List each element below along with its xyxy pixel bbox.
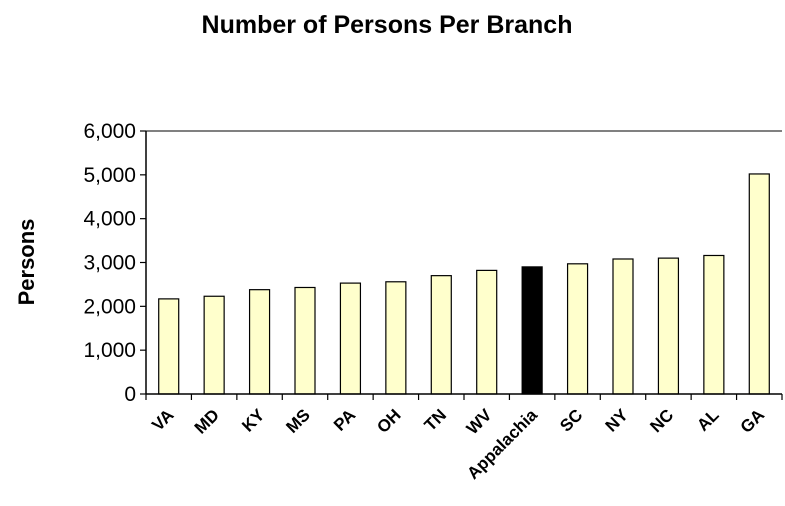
- y-tick-label: 6,000: [83, 120, 136, 143]
- bar-oh: [385, 281, 407, 395]
- bar-pa: [339, 282, 362, 395]
- x-tick-label: AL: [693, 405, 722, 434]
- y-tick-label: 0: [124, 383, 136, 406]
- plot-area: 0 1,000 2,000 3,000 4,000 5,000 6,000 VA MD KY MS P…: [83, 120, 783, 483]
- chart-title: Number of Persons Per Branch: [202, 11, 573, 39]
- y-axis-label: Persons: [14, 219, 39, 306]
- bar-ms: [294, 286, 316, 395]
- bar-wv: [476, 269, 498, 395]
- bar-tn: [430, 275, 452, 395]
- bar-ga: [748, 173, 770, 395]
- x-tick-label: KY: [238, 405, 269, 436]
- x-tick-label: TN: [421, 405, 450, 434]
- bar-nc: [657, 257, 680, 395]
- x-tick-label: OH: [373, 405, 404, 436]
- y-tick-label: 2,000: [83, 295, 136, 318]
- y-tick-label: 1,000: [83, 339, 136, 362]
- x-tick-label: SC: [556, 405, 586, 435]
- y-tick-label: 5,000: [83, 164, 136, 187]
- y-tick-label: 4,000: [83, 208, 136, 231]
- x-tick-label: PA: [330, 405, 359, 434]
- x-tick-label: MD: [191, 405, 223, 437]
- x-tick-label: GA: [737, 405, 768, 436]
- bar-sc: [566, 263, 589, 395]
- x-tick-label: MS: [282, 405, 313, 436]
- x-tick-label: WV: [463, 405, 496, 438]
- x-tick-label: NC: [646, 405, 677, 436]
- bar-md: [203, 295, 225, 395]
- x-tick-label: VA: [148, 405, 177, 434]
- bar-al: [703, 254, 725, 395]
- bar-appalachia: [521, 266, 543, 395]
- x-tick-label: NY: [602, 405, 633, 436]
- bar-ky: [248, 289, 271, 395]
- bar-ny: [612, 258, 634, 395]
- y-tick-label: 3,000: [83, 252, 136, 275]
- bar-va: [158, 298, 180, 395]
